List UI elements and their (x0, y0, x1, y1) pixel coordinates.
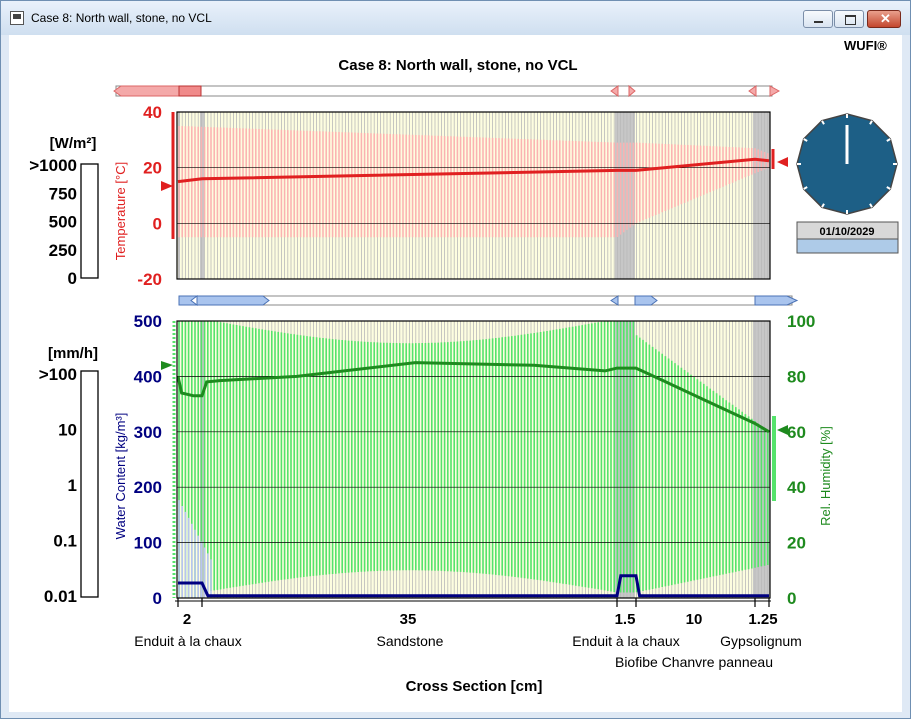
date-display: 01/10/2029 (796, 221, 899, 254)
rain-tick: 10 (58, 421, 77, 440)
radiation-tick: 0 (68, 269, 77, 288)
minimize-button[interactable] (803, 10, 833, 28)
layer-name: Sandstone (377, 633, 444, 649)
chart-title: Case 8: North wall, stone, no VCL (338, 57, 577, 74)
rh-axis-label: Rel. Humidity [%] (818, 426, 833, 526)
thickness-label: 35 (400, 611, 417, 628)
clock-notch (886, 138, 891, 142)
rh-range-band (178, 321, 769, 598)
water-content-axis-label: Water Content [kg/m³] (113, 413, 128, 540)
thickness-label: 2 (183, 611, 191, 628)
rh-line (177, 361, 770, 434)
clock-notch (869, 120, 873, 125)
radiation-scale: [W/m²] >1000 750 500 250 0 (29, 135, 99, 288)
radiation-tick: >1000 (29, 156, 77, 175)
water-content-tick: 100 (134, 534, 162, 553)
thickness-label: 1.5 (615, 611, 636, 628)
title-bar: Case 8: North wall, stone, no VCL ✕ (1, 1, 910, 35)
water-content-tick: 300 (134, 423, 162, 442)
rain-tick: >100 (39, 365, 77, 384)
temperature-line (177, 157, 770, 184)
date-progress (796, 238, 899, 254)
cross-section-axis: 2 35 1.5 10 1.25 Enduit à la chaux Sands… (134, 598, 802, 695)
date-label: 01/10/2029 (819, 226, 874, 238)
water-content-tick: 400 (134, 367, 162, 386)
rh-tick: 20 (787, 534, 806, 553)
temperature-tick: 0 (153, 214, 162, 233)
rain-tick: 0.1 (53, 532, 77, 551)
clock-notch (803, 138, 808, 142)
rain-scale: [mm/h] >100 10 1 0.1 0.01 (39, 345, 99, 606)
clock-notch (821, 120, 825, 125)
rh-tick: 0 (787, 589, 796, 608)
time-clock-gauge[interactable] (796, 113, 898, 215)
layer-name: Gypsolignum (720, 633, 802, 649)
clock-notch (821, 203, 825, 208)
rh-tick: 100 (787, 312, 815, 331)
brand-logo: WUFI® (844, 38, 887, 53)
water-content-tick: 200 (134, 478, 162, 497)
layer-name: Enduit à la chaux (572, 633, 679, 649)
water-content-line (178, 574, 769, 598)
thickness-label: 1.25 (748, 611, 777, 628)
rain-tick: 1 (68, 476, 77, 495)
temperature-tick: 20 (143, 159, 162, 178)
radiation-unit: [W/m²] (50, 135, 97, 152)
radiation-tick: 250 (49, 241, 77, 260)
temperature-tick: -20 (137, 270, 162, 289)
water-content-range-band (178, 500, 212, 598)
rain-tick: 0.01 (44, 587, 77, 606)
layer-name: Biofibe Chanvre panneau (615, 654, 773, 670)
thickness-label: 10 (686, 611, 703, 628)
rain-unit: [mm/h] (48, 345, 98, 362)
rh-tick: 60 (787, 423, 806, 442)
temperature-tick: 40 (143, 103, 162, 122)
close-icon: ✕ (880, 11, 891, 26)
clock-notch (803, 186, 808, 190)
app-icon[interactable] (10, 11, 24, 25)
radiation-tick: 750 (49, 184, 77, 203)
close-button[interactable]: ✕ (867, 10, 901, 28)
x-axis-label: Cross Section [cm] (406, 678, 543, 695)
temperature-panel: 40 20 0 -20 Temperature [°C] (113, 103, 788, 289)
clock-notch (886, 186, 891, 190)
temperature-axis-label: Temperature [°C] (113, 162, 128, 260)
clock-notch (869, 203, 873, 208)
middle-boundary-strip (178, 295, 799, 306)
rh-tick: 40 (787, 478, 806, 497)
radiation-tick: 500 (49, 213, 77, 232)
window-title: Case 8: North wall, stone, no VCL (31, 11, 212, 25)
rh-tick: 80 (787, 367, 806, 386)
water-content-tick: 500 (134, 312, 162, 331)
maximize-button[interactable] (834, 10, 864, 28)
water-content-tick: 0 (153, 589, 162, 608)
layer-name: Enduit à la chaux (134, 633, 241, 649)
top-boundary-strip (113, 84, 781, 98)
